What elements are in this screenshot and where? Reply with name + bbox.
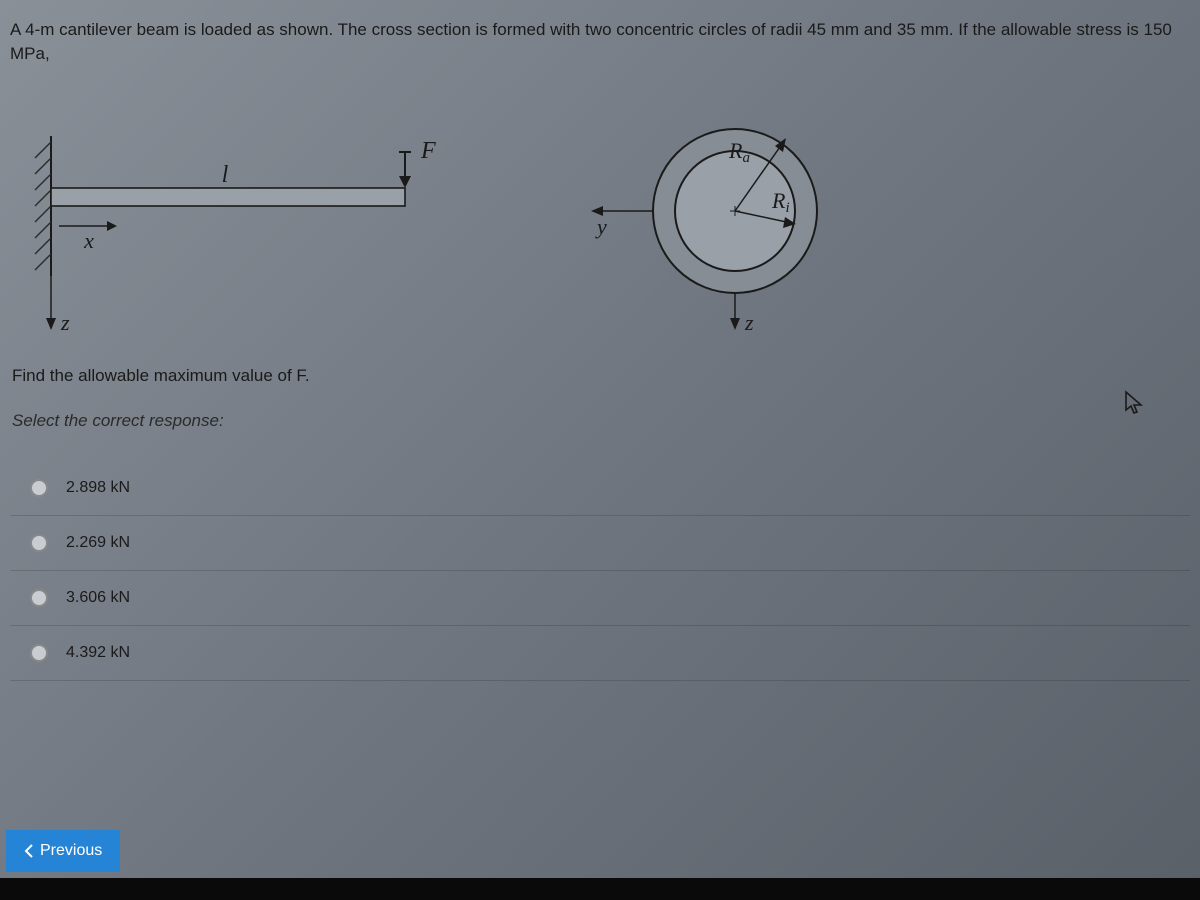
option-row[interactable]: 2.898 kN: [10, 461, 1190, 516]
question-prompt: Find the allowable maximum value of F.: [10, 366, 1190, 386]
option-row[interactable]: 4.392 kN: [10, 626, 1190, 681]
y-axis-label: y: [595, 214, 607, 239]
beam-diagram: l F x z: [25, 96, 445, 346]
cross-section-svg: y Ra Ri z: [575, 96, 855, 346]
beam-svg: l F x z: [25, 96, 445, 346]
option-label: 3.606 kN: [66, 589, 130, 607]
option-label: 4.392 kN: [66, 644, 130, 662]
cursor-icon: [1123, 390, 1145, 416]
previous-button[interactable]: Previous: [6, 830, 120, 872]
force-label: F: [420, 138, 436, 164]
nav-bar: Previous: [6, 830, 120, 872]
length-label: l: [222, 162, 229, 188]
options-list: 2.898 kN 2.269 kN 3.606 kN 4.392 kN: [10, 461, 1190, 681]
z-axis-label-section: z: [744, 310, 754, 335]
question-text: A 4-m cantilever beam is loaded as shown…: [10, 18, 1190, 66]
select-instruction: Select the correct response:: [10, 411, 1190, 431]
figures-container: l F x z y: [10, 96, 1190, 346]
radio-icon[interactable]: [30, 534, 48, 552]
option-label: 2.898 kN: [66, 479, 130, 497]
x-axis-label: x: [83, 228, 94, 253]
option-label: 2.269 kN: [66, 534, 130, 552]
radio-icon[interactable]: [30, 589, 48, 607]
bottom-strip: [0, 878, 1200, 900]
cross-section-diagram: y Ra Ri z: [575, 96, 855, 346]
radio-icon[interactable]: [30, 479, 48, 497]
previous-button-label: Previous: [40, 842, 102, 860]
option-row[interactable]: 3.606 kN: [10, 571, 1190, 626]
option-row[interactable]: 2.269 kN: [10, 516, 1190, 571]
chevron-left-icon: [24, 844, 34, 858]
z-axis-label-beam: z: [60, 310, 70, 335]
radio-icon[interactable]: [30, 644, 48, 662]
